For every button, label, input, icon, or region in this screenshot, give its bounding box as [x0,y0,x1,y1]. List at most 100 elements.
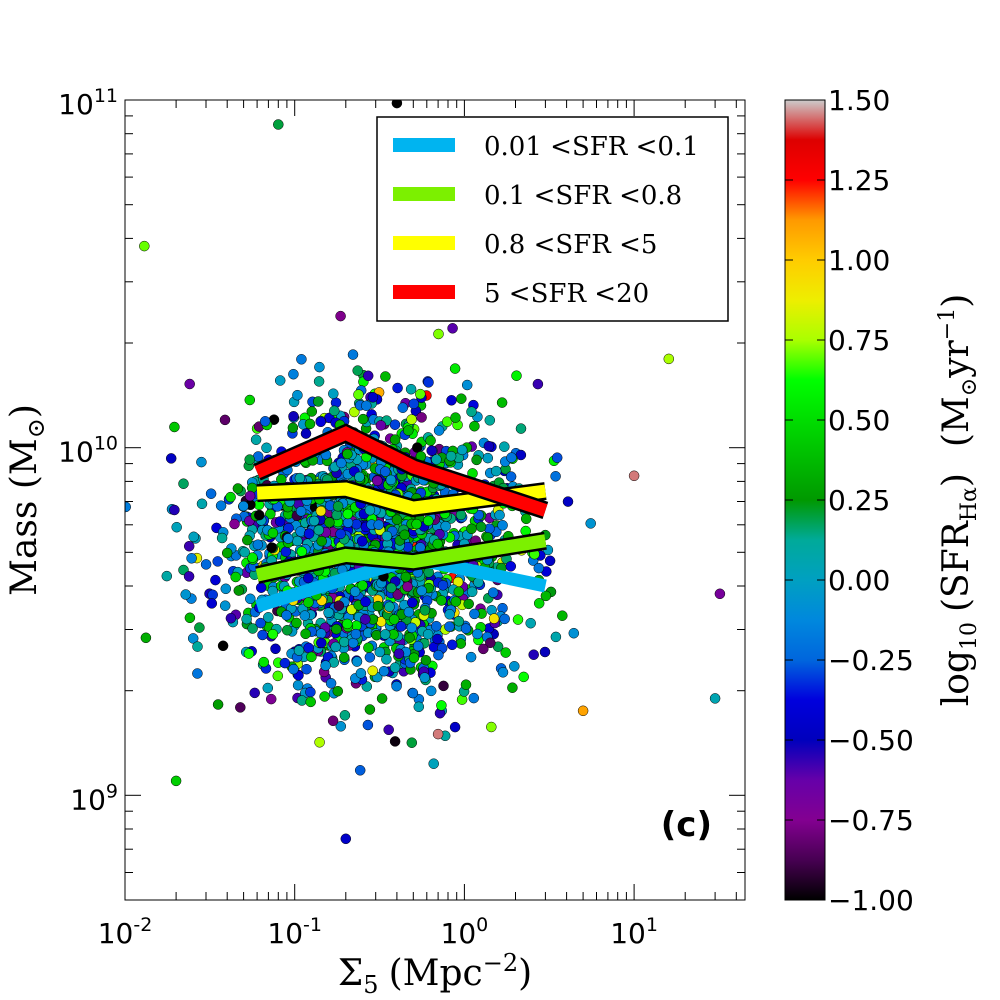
scatter-point [347,637,359,649]
scatter-point [274,375,286,386]
scatter-point [327,715,339,727]
scatter-point [140,632,152,644]
y-axis-name: Mass (M [4,438,45,596]
scatter-point [192,668,203,679]
scatter-point [188,531,199,543]
scatter-point [196,456,207,468]
panel-label: (c) [661,805,712,845]
scatter-point [261,442,272,454]
scatter-point [487,587,499,598]
scatter-point [392,589,404,600]
scatter-point [244,490,256,502]
scatter-point [499,441,510,452]
scatter-point [533,598,545,609]
scatter-point [374,646,386,658]
scatter-point [367,665,378,677]
colorbar-tick-label: 1.50 [828,84,890,117]
colorbar-tick-label: 1.25 [828,164,890,197]
scatter-point [413,701,425,713]
scatter-point [299,610,311,621]
scatter-point [303,642,314,654]
scatter-point [259,416,271,427]
cbar-label-e: yr [936,339,977,378]
scatter-point [272,670,284,682]
scatter-point [305,686,316,698]
scatter-point [217,640,229,652]
scatter-point [406,622,418,634]
scatter-point [431,454,442,465]
scatter-point [212,556,223,567]
scatter-point [403,425,414,436]
scatter-point [512,614,524,625]
scatter-point [352,365,363,376]
scatter-point [433,649,444,661]
scatter-point [241,613,252,625]
scatter-point [450,412,461,423]
x-axis-unit-close: ) [518,953,532,994]
scatter-point [170,775,182,787]
scatter-point [356,535,368,547]
scatter-point [375,420,387,431]
scatter-point [431,620,442,632]
scatter-point [266,542,277,553]
scatter-point [408,652,420,664]
scatter-point [363,642,374,653]
scatter-point [230,571,241,583]
scatter-point [379,629,391,640]
scatter-point [376,693,388,704]
scatter-point [540,590,552,602]
scatter-point [385,474,397,486]
cbar-label-c: ) [936,473,977,487]
scatter-point [550,471,561,482]
scatter-point [422,629,434,640]
scatter-point [709,693,721,704]
scatter-point [496,397,508,408]
cbar-label-d: (M [936,396,977,447]
scatter-point [263,612,274,623]
scatter-point [391,514,403,525]
scatter-point [333,600,345,611]
scatter-point [416,585,427,597]
scatter-point [306,651,317,663]
scatter-point [483,440,495,452]
scatter-point [243,648,255,659]
scatter-point [184,612,196,624]
scatter-point [279,657,291,669]
scatter-point [372,600,384,612]
scatter-point [314,737,325,748]
scatter-point [406,737,418,748]
scatter-point [349,406,360,418]
scatter-point [446,395,457,406]
cbar-label-a: log [936,650,977,706]
colorbar-tick-label: −1.00 [828,884,914,917]
scatter-point [426,445,437,456]
scatter-point [353,389,364,400]
x-axis-unit-open: (Mpc [389,953,483,994]
scatter-point [171,521,182,533]
scatter-point [210,574,221,586]
scatter-point [419,672,430,683]
scatter-point [437,580,449,591]
legend-label-2: 0.8 <SFR <5 [484,230,657,260]
scatter-point [273,119,284,130]
scatter-point [216,532,228,544]
scatter-point [362,719,374,731]
scatter-point [484,415,496,426]
scatter-point [192,641,203,652]
scatter-point [335,310,346,322]
scatter-point [342,448,353,460]
scatter-point [313,376,325,387]
colorbar-tick-label: 0.50 [828,404,890,437]
scatter-point [300,428,312,439]
scatter-point [478,643,489,655]
scatter-point [320,660,331,671]
scatter-point [364,704,376,715]
scatter-point [305,696,316,708]
legend-label-3: 5 <SFR <20 [484,279,649,309]
scatter-point [444,621,455,632]
scatter-point [436,595,447,606]
x-tick-label: 10-2 [98,914,153,950]
scatter-point [389,662,401,673]
scatter-point [249,687,260,699]
y-tick-label: 1011 [58,85,118,121]
